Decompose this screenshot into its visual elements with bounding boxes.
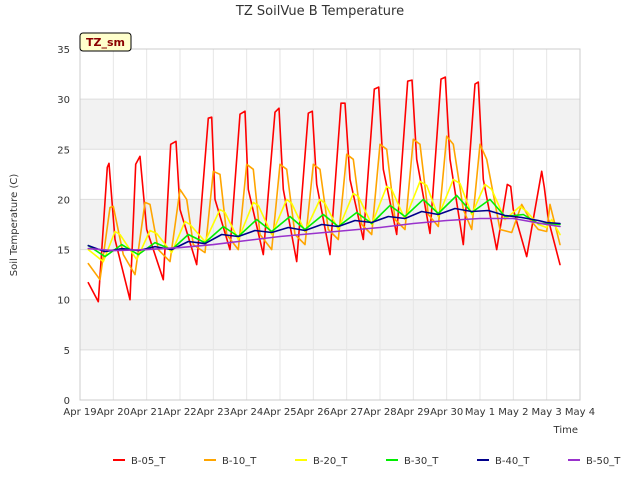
legend: B-05_T B-10_T B-20_T B-30_T B-40_T B-50_T: [113, 456, 621, 467]
y-tick-label: 5: [64, 346, 70, 357]
x-axis-title: Time: [553, 425, 578, 436]
x-tick-label: May 2: [498, 407, 528, 418]
x-tick-label: May 1: [465, 407, 495, 418]
legend-label: B-05_T: [131, 456, 166, 467]
y-axis-title: Soil Temperature (C): [9, 174, 20, 277]
tag-box: TZ_sm: [79, 32, 132, 52]
plot-band: [80, 149, 580, 200]
x-tick-label: Apr 27: [330, 407, 363, 418]
y-tick-label: 30: [57, 95, 70, 106]
series-lines: [87, 76, 561, 303]
x-axis-ticks: Apr 19 Apr 20 Apr 21 Apr 22 Apr 23 Apr 24 Apr …: [63, 407, 595, 418]
plot-bands: [80, 49, 580, 400]
x-tick-label: Apr 25: [263, 407, 296, 418]
x-tick-label: Apr 23: [197, 407, 230, 418]
x-tick-label: May 3: [532, 407, 562, 418]
x-tick-label: Apr 30: [430, 407, 463, 418]
y-tick-label: 25: [57, 145, 70, 156]
x-tick-label: Apr 24: [230, 407, 263, 418]
x-tick-label: Apr 22: [163, 407, 196, 418]
series-line-b-50-t: [87, 217, 561, 252]
x-tick-label: Apr 20: [97, 407, 130, 418]
x-tick-label: Apr 21: [130, 407, 163, 418]
plot-band: [80, 299, 580, 350]
x-tick-label: Apr 28: [363, 407, 396, 418]
y-tick-label: 0: [64, 396, 70, 407]
y-tick-label: 15: [57, 246, 70, 257]
series-line-b-40-t: [87, 207, 561, 253]
x-tick-label: Apr 26: [297, 407, 330, 418]
y-tick-label: 20: [57, 195, 70, 206]
legend-label: B-20_T: [313, 456, 348, 467]
series-line-b-05-t: [87, 76, 561, 303]
legend-label: B-30_T: [404, 456, 439, 467]
chart-title: TZ SoilVue B Temperature: [235, 4, 404, 19]
x-tick-label: May 4: [565, 407, 595, 418]
plot-band: [80, 349, 580, 400]
x-tick-label: Apr 29: [397, 407, 430, 418]
legend-label: B-50_T: [586, 456, 621, 467]
tag-box-background: [79, 32, 132, 52]
plot-band: [80, 99, 580, 150]
plot-band: [80, 49, 580, 100]
legend-label: B-40_T: [495, 456, 530, 467]
legend-label: B-10_T: [222, 456, 257, 467]
y-axis-ticks: 0 5 10 15 20 25 30 35: [57, 45, 70, 407]
y-tick-label: 10: [57, 296, 70, 307]
y-tick-label: 35: [57, 45, 70, 56]
tag-label: TZ_sm: [86, 36, 125, 49]
x-tick-label: Apr 19: [63, 407, 96, 418]
plot-frame: [79, 48, 581, 401]
